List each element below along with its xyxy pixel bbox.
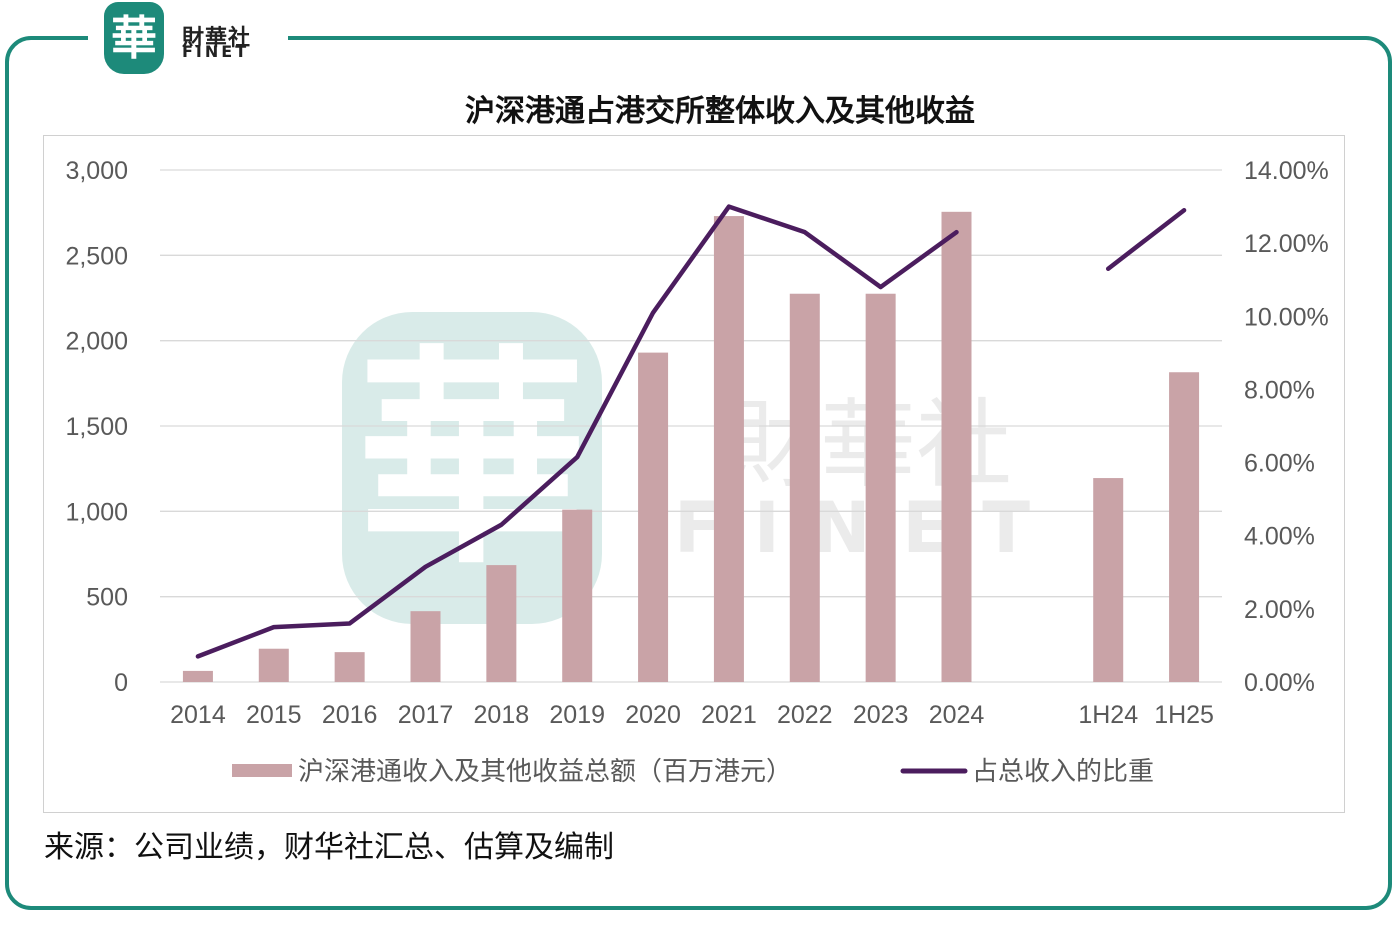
x-axis-tick-label: 2014 [170, 701, 226, 729]
legend-swatch-bar [232, 764, 292, 777]
x-axis-tick-label: 2015 [246, 701, 302, 729]
ratio-point-2023 [879, 285, 883, 289]
ratio-point-2022 [803, 230, 807, 234]
bar-1H25 [1169, 372, 1200, 682]
bar-2024 [941, 211, 972, 682]
watermark-badge [342, 312, 602, 624]
left-axis: 0 500 1,000 1,500 2,000 2,500 3,000 [65, 157, 128, 697]
right-axis-tick-label: 0.00% [1244, 669, 1315, 697]
x-axis-tick-label: 2020 [625, 701, 681, 729]
x-axis-tick-label: 2023 [853, 701, 909, 729]
legend-label-line: 占总收入的比重 [972, 757, 1154, 787]
right-axis-tick-label: 12.00% [1244, 230, 1329, 258]
bar-2016 [334, 652, 365, 682]
x-axis-tick-label: 2018 [474, 701, 530, 729]
legend-label-bar: 沪深港通收入及其他收益总额（百万港元） [298, 757, 792, 787]
bar-series [182, 211, 1200, 682]
ratio-point-2016 [348, 621, 352, 625]
source-note: 来源：公司业绩，财华社汇总、估算及编制 [44, 830, 614, 865]
left-axis-tick-label: 1,000 [65, 498, 128, 526]
x-axis-tick-label: 2016 [322, 701, 378, 729]
bar-2023 [865, 293, 896, 682]
right-axis: 0.00% 2.00% 4.00% 6.00% 8.00% 10.00% 12.00% 14.… [1244, 157, 1329, 697]
finet-logo-cn: 財華社 [182, 26, 252, 51]
legend: 沪深港通收入及其他收益总额（百万港元） 占总收入的比重 [232, 757, 1154, 787]
x-axis-tick-label: 1H24 [1078, 701, 1138, 729]
left-axis-tick-label: 2,000 [65, 328, 128, 356]
bar-2021 [713, 216, 744, 682]
ratio-point-2019 [575, 455, 579, 459]
bar-2020 [638, 352, 669, 682]
right-axis-tick-label: 8.00% [1244, 376, 1315, 404]
bar-1H24 [1093, 478, 1124, 682]
finet-logo-mark: 華 [104, 2, 164, 74]
line-series [195, 204, 1187, 659]
x-axis-tick-label: 2024 [929, 701, 985, 729]
chart-title: 沪深港通占港交所整体收入及其他收益 [465, 94, 975, 129]
finet-logo-en: FINET [182, 42, 250, 61]
bar-2022 [789, 293, 820, 682]
x-axis-tick-label: 2021 [701, 701, 757, 729]
right-axis-tick-label: 10.00% [1244, 303, 1329, 331]
bar-2019 [562, 509, 593, 682]
watermark-mark: 華 [357, 325, 587, 595]
left-axis-tick-label: 0 [114, 669, 128, 697]
ratio-point-1H24 [1106, 267, 1110, 271]
right-axis-tick-label: 6.00% [1244, 450, 1315, 478]
ratio-point-1H25 [1182, 208, 1186, 212]
ratio-point-2014 [196, 654, 200, 658]
ratio-point-2024 [955, 230, 958, 234]
right-axis-tick-label: 2.00% [1244, 596, 1315, 624]
ratio-point-2018 [499, 523, 503, 527]
x-axis-tick-label: 2022 [777, 701, 833, 729]
x-axis-tick-label: 2017 [398, 701, 454, 729]
bar-2018 [486, 565, 517, 682]
x-axis-tick-label: 1H25 [1154, 701, 1214, 729]
ratio-point-2015 [272, 625, 276, 629]
x-axis: 2014 2015 2016 2017 2018 2019 2020 2021 2022 2023… [170, 701, 1214, 729]
bar-2015 [258, 648, 289, 682]
right-axis-tick-label: 4.00% [1244, 523, 1315, 551]
bar-2014 [182, 670, 213, 682]
ratio-point-2017 [424, 565, 427, 569]
right-axis-tick-label: 14.00% [1244, 157, 1329, 185]
bar-2017 [410, 611, 441, 682]
left-axis-tick-label: 1,500 [65, 413, 128, 441]
ratio-point-2021 [727, 205, 731, 209]
gridlines [160, 169, 1222, 683]
finet-logo: 華 財華社 FINET [104, 2, 250, 74]
left-axis-tick-label: 500 [86, 584, 128, 612]
x-axis-tick-label: 2019 [549, 701, 605, 729]
ratio-point-2020 [651, 311, 655, 315]
left-axis-tick-label: 3,000 [65, 157, 128, 185]
plot-area-border [43, 135, 1345, 813]
outer-frame [5, 36, 1392, 910]
ratio-line-segment [1105, 207, 1187, 271]
left-axis-tick-label: 2,500 [65, 242, 128, 270]
